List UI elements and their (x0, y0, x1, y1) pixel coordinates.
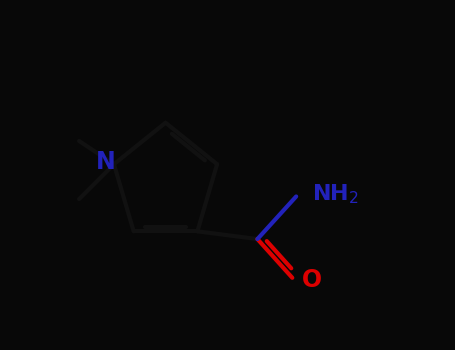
Text: N: N (96, 150, 115, 174)
Text: O: O (302, 268, 322, 292)
Text: NH$_2$: NH$_2$ (312, 183, 359, 206)
